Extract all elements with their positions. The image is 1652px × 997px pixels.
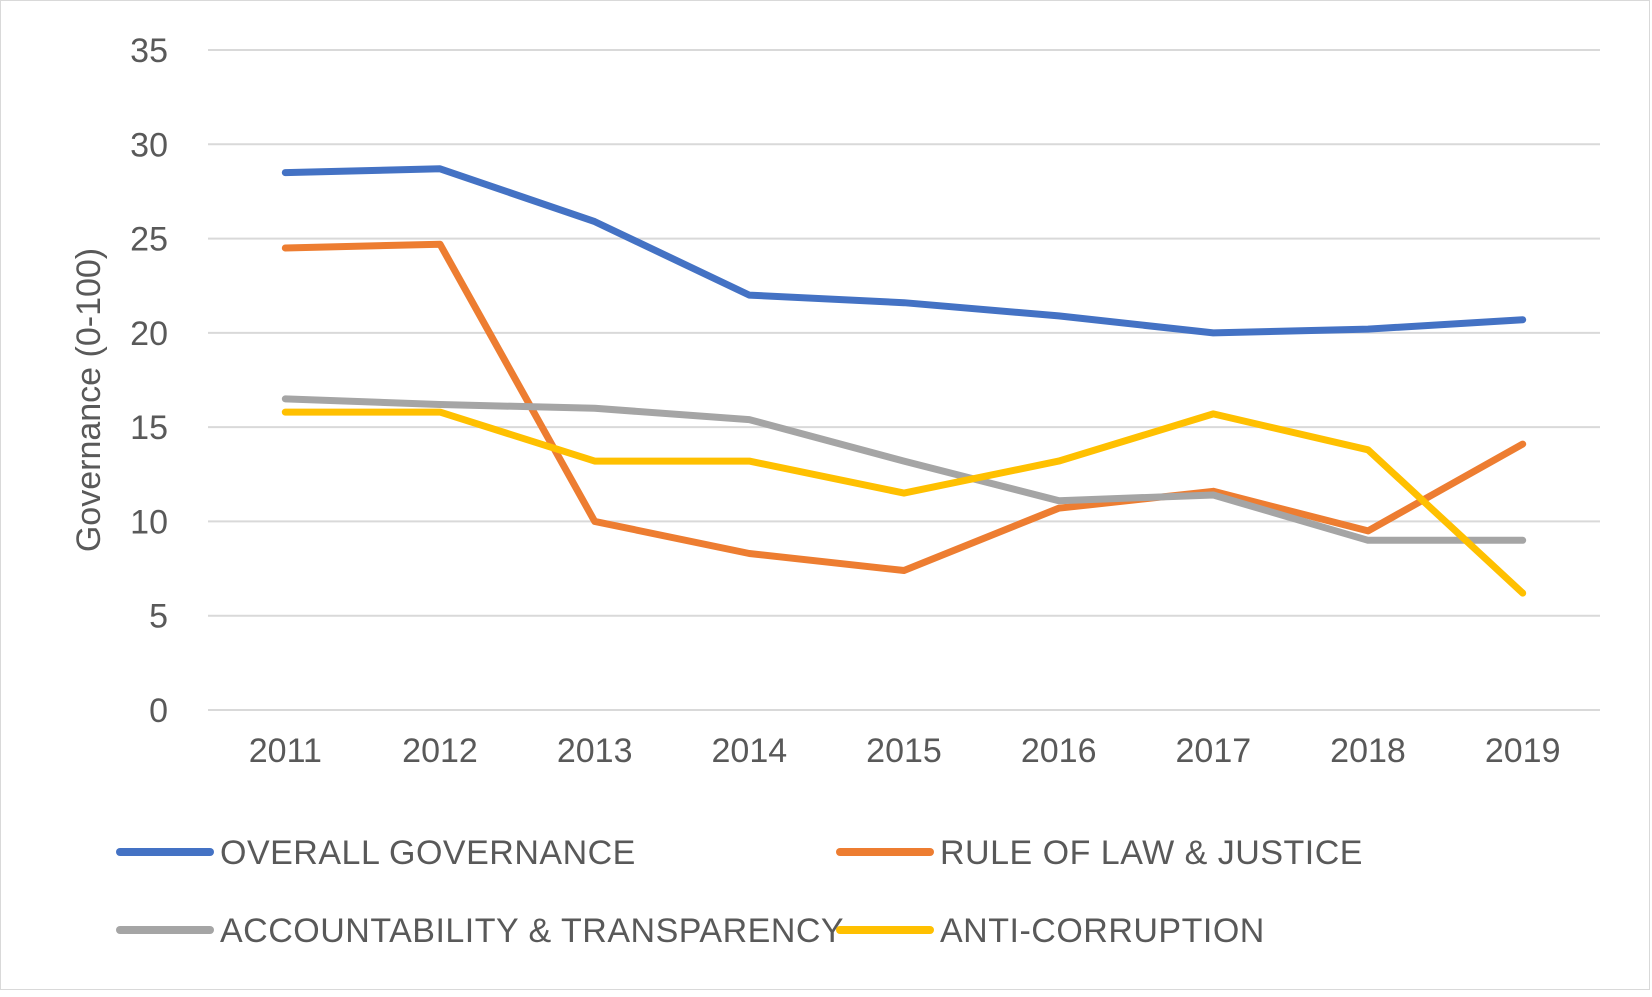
legend-label-1: OVERALL GOVERNANCE	[220, 834, 636, 872]
x-tick-label: 2013	[557, 732, 633, 770]
x-tick-label: 2016	[1021, 732, 1097, 770]
series-line-3	[281, 395, 1527, 544]
y-tick-label: 0	[149, 692, 168, 730]
y-tick-label: 25	[130, 221, 168, 259]
y-tick-label: 10	[130, 503, 168, 541]
x-tick-label: 2015	[866, 732, 942, 770]
y-tick-label: 15	[130, 409, 168, 447]
y-axis-ticks: 0 5 10 15 20 25 30 35	[130, 32, 168, 730]
y-tick-label: 20	[130, 315, 168, 353]
series-line-1	[281, 165, 1527, 337]
gridlines	[208, 49, 1600, 711]
series-lines	[281, 165, 1527, 597]
legend-label-3: ACCOUNTABILITY & TRANSPARENCY	[220, 912, 844, 950]
legend: OVERALL GOVERNANCE RULE OF LAW & JUSTICE A…	[116, 834, 1363, 950]
legend-label-2: RULE OF LAW & JUSTICE	[940, 834, 1363, 872]
x-tick-label: 2017	[1176, 732, 1252, 770]
x-tick-label: 2014	[712, 732, 788, 770]
y-tick-label: 35	[130, 32, 168, 70]
x-axis-ticks: 2011 2012 2013 2014 2015 2016 2017 2018 2019	[249, 732, 1561, 770]
x-tick-label: 2012	[402, 732, 478, 770]
y-tick-label: 30	[130, 126, 168, 164]
series-line-4	[281, 408, 1527, 597]
x-tick-label: 2011	[249, 732, 322, 770]
y-tick-label: 5	[149, 598, 168, 636]
legend-label-4: ANTI-CORRUPTION	[940, 912, 1265, 950]
x-tick-label: 2018	[1330, 732, 1406, 770]
y-axis-title: Governance (0-100)	[70, 248, 108, 552]
x-tick-label: 2019	[1485, 732, 1561, 770]
series-line-2	[281, 240, 1527, 574]
